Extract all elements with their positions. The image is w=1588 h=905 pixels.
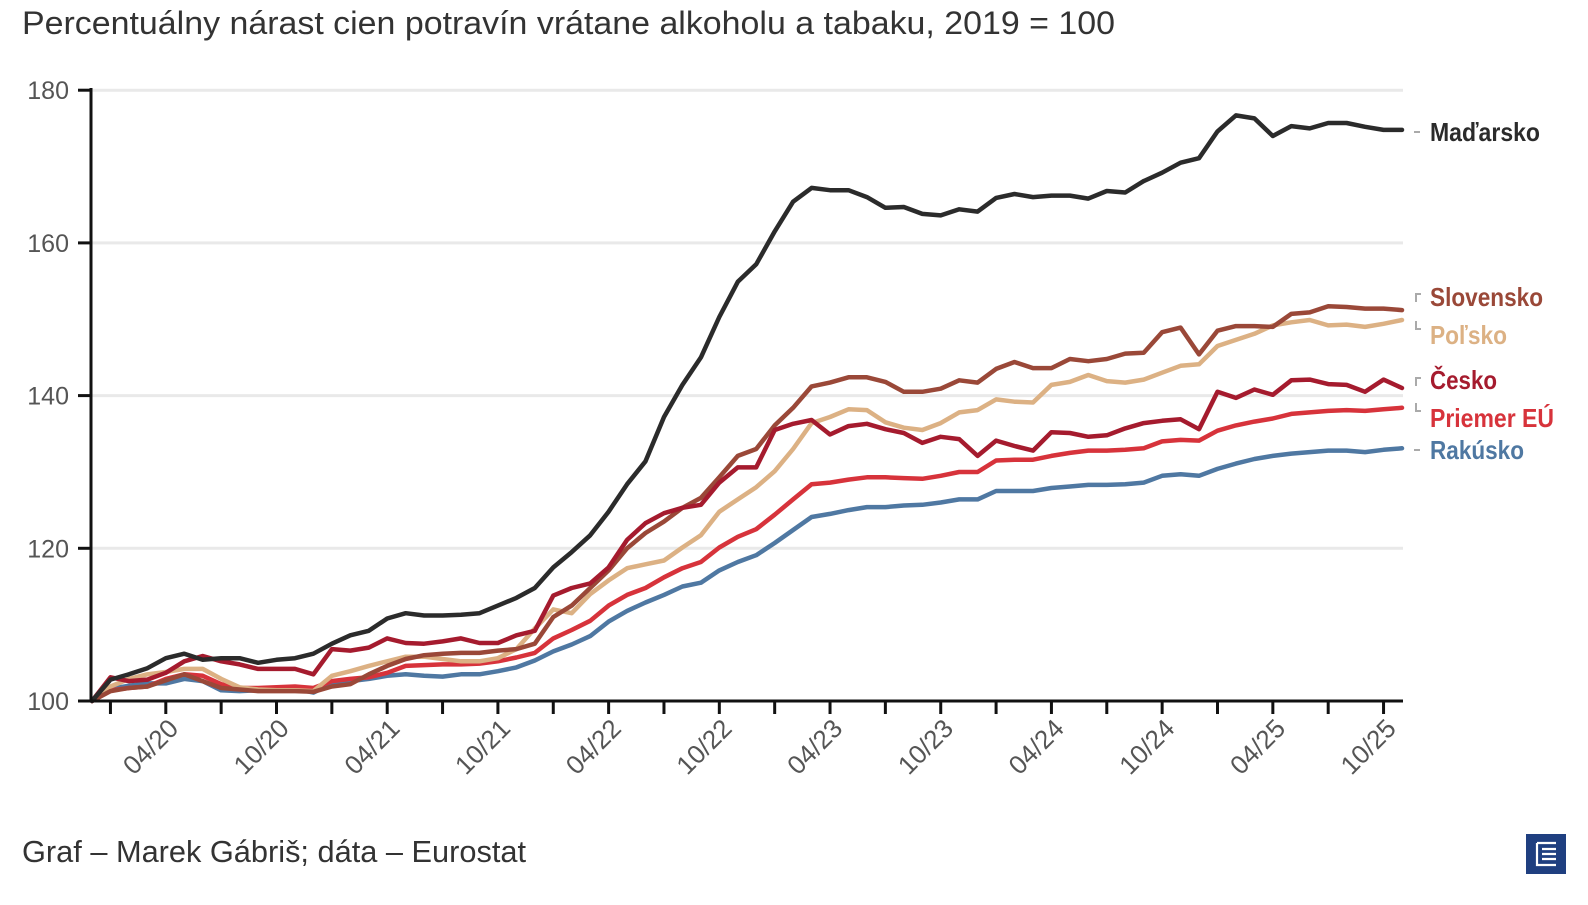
series-labels: Maďarsko Slovensko Poľsko Česko Priemer … [1414, 117, 1554, 465]
y-tick-label: 120 [27, 535, 69, 563]
leader-mark [1415, 293, 1421, 302]
x-tick-label: 10/23 [892, 713, 959, 780]
y-axis-ticks: 100 120 140 160 180 [27, 77, 91, 716]
leader-mark [1415, 377, 1421, 386]
series-label-madarsko: Maďarsko [1430, 117, 1540, 147]
x-tick-label: 10/21 [449, 713, 516, 780]
source-credit: Graf – Marek Gábriš; dáta – Eurostat [22, 834, 526, 869]
series-label-cesko: Česko [1430, 365, 1497, 395]
series-line-slovensko [89, 304, 1405, 704]
y-tick-label: 140 [27, 383, 69, 411]
x-axis-ticks: 04/20 10/20 04/21 10/21 04/22 10/22 04/23 10/23… [108, 701, 1402, 780]
series-label-priemer-eu: Priemer EÚ [1430, 403, 1554, 433]
leader-mark [1415, 321, 1421, 330]
x-tick-label: 04/21 [338, 713, 405, 780]
x-tick-label: 04/22 [560, 713, 627, 780]
leader-mark [1415, 403, 1421, 412]
series-label-rakusko: Rakúsko [1430, 435, 1524, 465]
series-line--esko [89, 377, 1405, 704]
series-label-polsko: Poľsko [1430, 320, 1507, 350]
x-tick-label: 10/25 [1335, 713, 1402, 780]
y-tick-label: 180 [27, 77, 69, 105]
series-line-po-sko [89, 317, 1405, 704]
x-tick-label: 04/25 [1224, 713, 1291, 780]
x-tick-label: 10/22 [670, 713, 737, 780]
series-line-priemer-e- [89, 405, 1405, 704]
chart-title: Percentuálny nárast cien potravín vrátan… [22, 5, 1115, 41]
x-tick-label: 04/24 [1002, 713, 1069, 780]
x-tick-label: 04/20 [117, 713, 184, 780]
x-tick-label: 10/24 [1113, 713, 1180, 780]
series-label-slovensko: Slovensko [1430, 282, 1543, 312]
y-tick-label: 160 [27, 230, 69, 258]
e-logo-icon [1526, 834, 1566, 874]
y-tick-label: 100 [27, 688, 69, 716]
series-line-ma-arsko [89, 113, 1405, 704]
series-lines [89, 113, 1405, 704]
x-tick-label: 10/20 [228, 713, 295, 780]
x-tick-label: 04/23 [781, 713, 848, 780]
gridlines [91, 88, 1403, 550]
series-line-rak-sko [89, 446, 1405, 704]
